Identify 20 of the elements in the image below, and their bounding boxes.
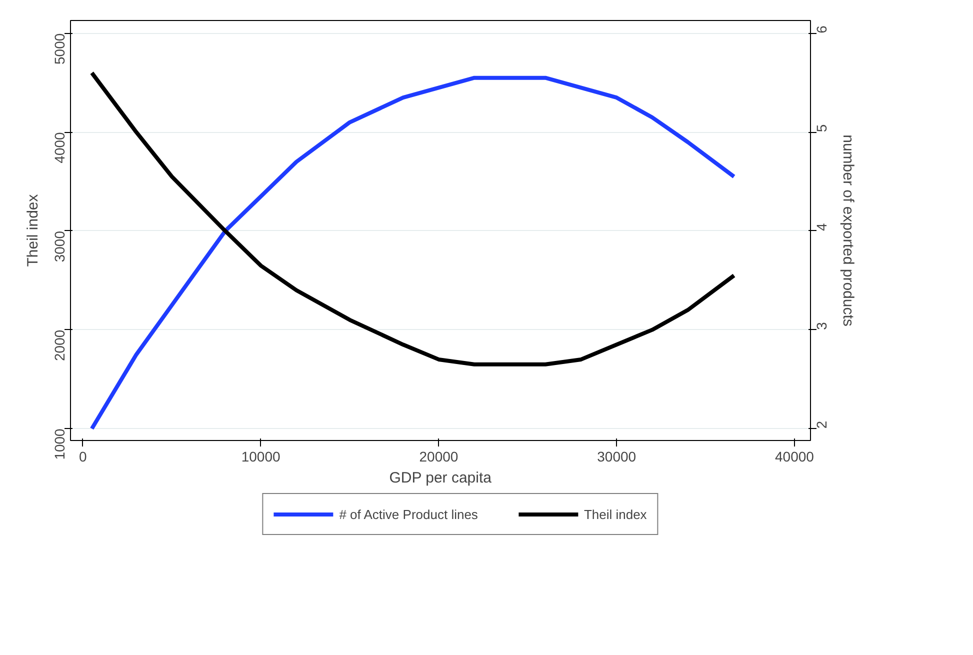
x-tick-label: 40000 [775,448,814,464]
y-tick-label: 3000 [52,230,68,262]
y-axis-title: Theil index [24,194,42,267]
y2-axis-title: number of exported products [840,134,856,326]
y-tick-label: 1000 [52,428,68,460]
y-tick-label: 5000 [52,33,68,64]
y2-tick-label: 5 [814,124,830,132]
y2-tick-label: 4 [814,222,830,231]
y2-tick-label: 2 [814,420,830,429]
x-tick-label: 0 [79,448,88,464]
legend-label: # of Active Product lines [339,506,478,522]
y-tick-label: 4000 [52,132,68,164]
x-tick-label: 20000 [419,448,458,464]
y-tick-label: 2000 [52,330,68,361]
x-axis-title: GDP per capita [389,470,492,486]
y2-tick-label: 6 [814,25,830,34]
legend-label: Theil index [584,506,647,522]
x-tick-label: 10000 [241,448,281,464]
x-tick-label: 30000 [597,448,636,464]
y2-tick-label: 3 [814,322,830,330]
